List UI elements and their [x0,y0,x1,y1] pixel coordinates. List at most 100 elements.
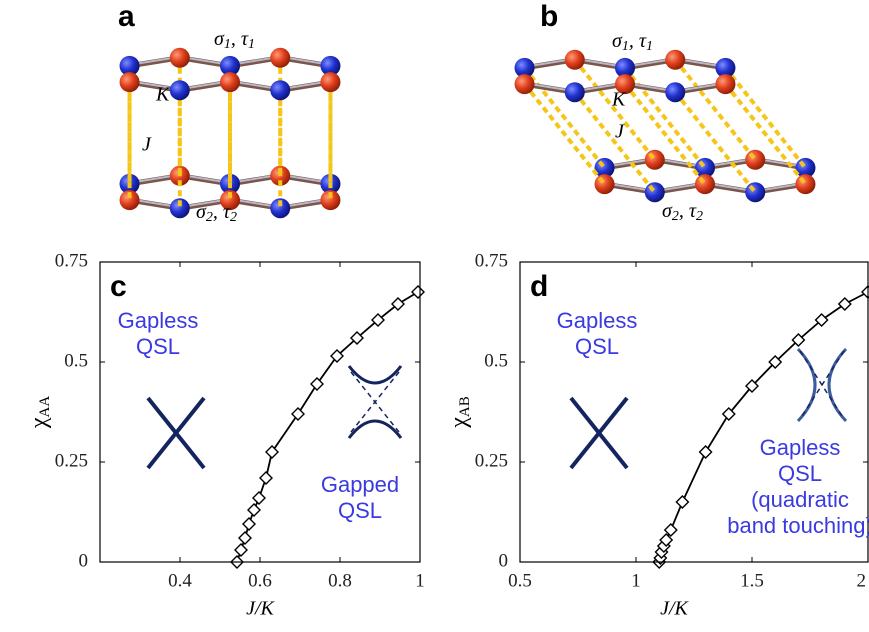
y-tick-label: 0.5 [64,350,88,371]
dirac-cone [569,396,629,470]
interlayer-bond [623,66,707,170]
y-tick-label: 0.75 [475,250,508,271]
x-tick-label: 0.5 [508,570,532,591]
panel-label: b [540,0,558,33]
interlayer-bond [673,90,757,194]
annotation: Gapped [321,472,399,497]
layer-label: σ2, τ2 [196,201,237,226]
data-point [698,445,713,459]
data-point [252,491,266,505]
panel-label: a [118,0,135,33]
data-point [675,495,690,509]
data-point [663,523,678,537]
y-axis-subscript: AB [457,396,473,417]
dashed-cone [799,350,845,420]
interlayer-bond [522,66,607,170]
site [615,74,635,95]
data-point [814,313,829,327]
y-axis-subscript: AA [37,396,53,418]
site [715,74,736,95]
layer-label-part: τ [241,28,249,50]
layer-label-part: 1 [224,37,231,52]
data-point [350,331,364,345]
y-axis-label: χAB [446,396,474,429]
layer-label-part: , [231,28,241,50]
data-point [330,349,344,363]
data-point [265,445,279,459]
site [514,57,535,78]
annotation: QSL [575,334,619,359]
x-tick-label: 0.4 [168,570,192,591]
site [665,49,686,70]
layer-label: σ1, τ1 [612,30,653,55]
site [119,72,140,93]
data-point [310,377,324,391]
x-tick-label: 0.8 [328,570,352,591]
layer-label-part: 2 [672,209,679,224]
layer-label-part: σ [214,28,225,50]
interlayer-bond [723,82,808,186]
layer-label-part: 1 [622,39,629,54]
x-axis-label: J/K [660,598,689,620]
data-point [234,543,248,557]
panel-label: c [110,270,127,303]
data-point [291,407,305,421]
data-point [791,333,806,347]
x-tick-label: 1.5 [740,570,764,591]
y-axis-symbol: χ [26,417,52,429]
layer-label-part: , [629,30,639,52]
data-point [837,297,852,311]
data-point [242,517,256,531]
x-axis-label: J/K [246,598,275,620]
coupling-label: J [142,134,152,156]
layer-label-part: τ [689,200,697,222]
site [270,80,291,101]
y-tick-label: 0 [499,550,509,571]
dashed-cone [350,371,400,433]
data-point [659,533,674,547]
coupling-label: K [611,89,627,111]
panel-label: d [530,270,548,303]
annotation: Gapless [118,308,199,333]
site [320,55,341,76]
gapped-band [347,419,403,439]
site [169,47,190,68]
coupling-label: J [615,121,625,143]
layer-label-part: τ [223,201,231,223]
data-point [721,407,736,421]
layer-label-part: σ [612,30,623,52]
coupling-label: K [155,84,171,106]
layer-label-part: , [213,201,223,223]
x-tick-label: 1 [631,570,641,591]
data-point [411,285,425,299]
site [220,72,240,93]
layer-label: σ1, τ1 [214,28,255,53]
site [564,49,585,70]
site [169,80,190,101]
site [119,190,140,211]
y-tick-label: 0.25 [55,450,88,471]
plot-frame [519,261,869,563]
y-axis-label: χAA [26,396,54,429]
annotation: Gapless [557,308,638,333]
data-point [768,355,783,369]
annotation: QSL [136,334,180,359]
data-point [745,379,759,393]
x-tick-label: 1 [415,570,425,591]
data-point [238,531,252,545]
data-point [247,503,261,517]
layer-label-part: 1 [646,39,653,54]
x-tick-label: 0.6 [248,570,272,591]
annotation: QSL [338,498,382,523]
layer-label-part: 1 [248,37,255,52]
layer-label-part: 2 [696,209,703,224]
y-tick-label: 0.75 [55,250,88,271]
site [715,57,736,78]
x-tick-label: 2 [857,570,867,591]
gapped-band [347,365,403,385]
site [320,190,341,211]
layer-label-part: τ [639,30,647,52]
interlayer-bond [723,66,808,170]
